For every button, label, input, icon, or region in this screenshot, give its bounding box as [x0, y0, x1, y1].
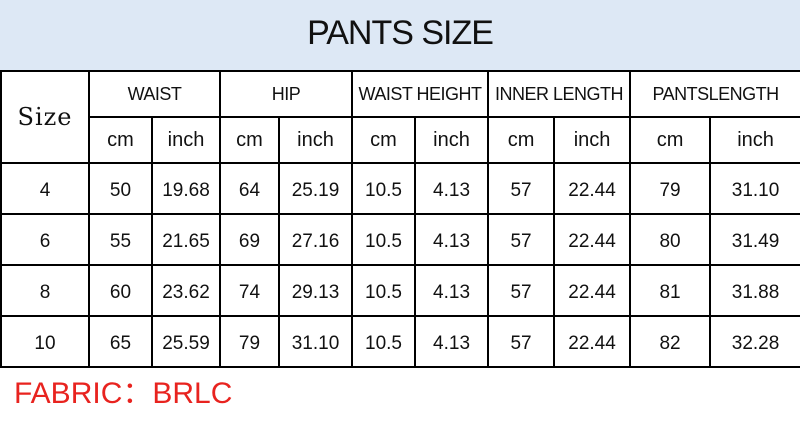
value-cell: 22.44 — [553, 315, 632, 368]
unit-header: cm — [351, 116, 417, 164]
value-cell: 10.5 — [351, 213, 417, 266]
unit-header: cm — [88, 116, 153, 164]
group-header-row: Size WAIST HIP WAIST HEIGHT INNER LENGTH… — [0, 70, 800, 164]
table-row: 4 50 19.68 64 25.19 10.5 4.13 57 22.44 79 31.10 — [0, 162, 800, 215]
group-header: INNER LENGTH — [487, 70, 632, 118]
value-cell: 22.44 — [553, 162, 632, 215]
group-header: PANTSLENGTH — [629, 70, 800, 118]
value-cell: 27.16 — [277, 213, 354, 266]
unit-header: cm — [219, 116, 280, 164]
value-cell: 4.13 — [414, 162, 490, 215]
unit-header-row: cm inch cm inch cm inch cm inch cm inch — [1, 116, 800, 164]
value-cell: 22.44 — [553, 264, 632, 317]
value-cell: 64 — [219, 162, 280, 215]
unit-header: inch — [277, 116, 354, 164]
value-cell: 80 — [629, 213, 712, 266]
value-cell: 32.28 — [709, 315, 800, 368]
size-header: Size — [0, 70, 90, 164]
unit-header: cm — [629, 116, 712, 164]
value-cell: 55 — [88, 213, 153, 266]
value-cell: 25.19 — [277, 162, 354, 215]
unit-header: cm — [487, 116, 556, 164]
value-cell: 81 — [629, 264, 712, 317]
value-cell: 4.13 — [414, 213, 490, 266]
value-cell: 25.59 — [151, 315, 221, 368]
value-cell: 79 — [219, 315, 280, 368]
unit-header: inch — [709, 116, 800, 164]
value-cell: 22.44 — [553, 213, 632, 266]
group-header: HIP — [218, 70, 354, 118]
table-row: 6 55 21.65 69 27.16 10.5 4.13 57 22.44 80 31.49 — [0, 213, 800, 266]
unit-header: inch — [553, 116, 632, 164]
page-title: PANTS SIZE — [307, 14, 494, 52]
unit-header: inch — [151, 116, 221, 164]
title-banner — [0, 0, 800, 70]
group-header: WAIST — [88, 70, 221, 118]
value-cell: 19.68 — [151, 162, 221, 215]
value-cell: 60 — [88, 264, 153, 317]
table-row: 10 65 25.59 79 31.10 10.5 4.13 57 22.44 82 32.28 — [0, 315, 800, 368]
value-cell: 74 — [219, 264, 280, 317]
value-cell: 21.65 — [151, 213, 221, 266]
value-cell: 31.10 — [709, 162, 800, 215]
size-cell: 6 — [0, 213, 90, 266]
unit-header: inch — [414, 116, 490, 164]
value-cell: 57 — [487, 213, 556, 266]
value-cell: 65 — [88, 315, 153, 368]
fabric-note: FABRIC：BRLC — [14, 377, 233, 410]
size-table: Size WAIST HIP WAIST HEIGHT INNER LENGTH… — [0, 70, 800, 368]
size-cell: 8 — [0, 264, 90, 317]
value-cell: 50 — [88, 162, 153, 215]
value-cell: 31.88 — [709, 264, 800, 317]
value-cell: 57 — [487, 264, 556, 317]
value-cell: 69 — [219, 213, 280, 266]
value-cell: 4.13 — [414, 315, 490, 368]
value-cell: 57 — [487, 162, 556, 215]
size-cell: 4 — [0, 162, 90, 215]
value-cell: 10.5 — [351, 162, 417, 215]
value-cell: 31.10 — [277, 315, 354, 368]
table-row: 8 60 23.62 74 29.13 10.5 4.13 57 22.44 81 31.88 — [0, 264, 800, 317]
value-cell: 57 — [487, 315, 556, 368]
value-cell: 10.5 — [351, 264, 417, 317]
value-cell: 82 — [629, 315, 712, 368]
size-cell: 10 — [0, 315, 90, 368]
group-header: WAIST HEIGHT — [351, 70, 490, 118]
value-cell: 10.5 — [351, 315, 417, 368]
value-cell: 4.13 — [414, 264, 490, 317]
value-cell: 29.13 — [277, 264, 354, 317]
value-cell: 79 — [629, 162, 712, 215]
value-cell: 23.62 — [151, 264, 221, 317]
value-cell: 31.49 — [709, 213, 800, 266]
